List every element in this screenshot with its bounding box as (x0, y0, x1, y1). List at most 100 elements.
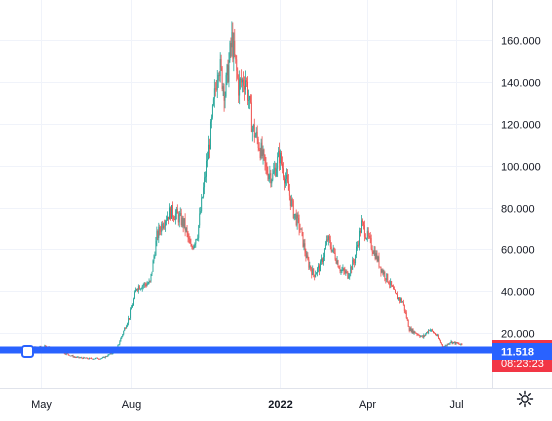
candle-body (350, 266, 352, 275)
candle-body (213, 88, 215, 99)
candle-body (459, 344, 461, 346)
candle-body (142, 285, 144, 287)
candle-body (454, 341, 456, 345)
candle-body (198, 225, 200, 238)
candle-body (243, 79, 245, 86)
candle-body (421, 335, 423, 337)
candle-body (163, 225, 165, 229)
candle-body (126, 326, 128, 329)
candle-body (364, 236, 366, 239)
candle-body (332, 247, 334, 250)
candle-body (373, 250, 375, 254)
candle-body (415, 333, 417, 335)
candle-body (85, 357, 87, 359)
candle-body (409, 328, 411, 331)
candle-body (308, 259, 310, 268)
candle-body (365, 238, 367, 240)
candle-body (231, 32, 233, 48)
candle-body (134, 289, 136, 293)
candle-body (72, 355, 74, 358)
candle-body (358, 244, 359, 246)
candle-body (386, 273, 388, 281)
price-axis[interactable]: 160.000 140.000 120.000 100.000 80.000 60.000… (501, 36, 541, 341)
candle-body (143, 283, 145, 286)
candle-body (366, 230, 368, 239)
candle-body (317, 268, 319, 273)
candle-body (78, 356, 80, 358)
candle-body (197, 237, 199, 240)
candle-body (253, 124, 255, 138)
price-tick-label: 120.000 (501, 120, 541, 132)
candle-body (83, 357, 85, 359)
candle-body (86, 357, 88, 359)
candle-body (418, 334, 420, 336)
candle-body (131, 307, 132, 310)
candle-body (133, 298, 134, 306)
candle-body (395, 289, 396, 294)
candle-body (234, 40, 236, 55)
candle-body (93, 358, 94, 360)
candle-body (261, 142, 263, 157)
candle-body (304, 243, 306, 253)
horizontal-lines[interactable] (0, 345, 492, 358)
candle-body (179, 212, 181, 215)
candle-body (94, 358, 95, 360)
candle-body (355, 254, 357, 264)
candle-body (145, 284, 147, 287)
candle-body (278, 150, 280, 157)
candle-body (111, 353, 113, 355)
candle-body (448, 343, 450, 345)
candle-body (267, 173, 269, 179)
candle-body (458, 343, 460, 345)
candle-body (188, 237, 190, 240)
candle-body (97, 358, 99, 360)
candle-body (218, 75, 220, 77)
candle-body (449, 342, 451, 344)
candle-body (121, 336, 123, 339)
candle-body (102, 356, 104, 358)
candle-body (389, 283, 391, 285)
candle-body (293, 213, 295, 219)
candle-body (212, 98, 214, 106)
line-handle-icon[interactable] (21, 345, 34, 358)
candle-body (434, 332, 435, 334)
candle-body (371, 248, 373, 252)
candle-body (265, 163, 267, 167)
candle-body (73, 356, 75, 358)
candle-body (152, 260, 154, 272)
candle-body (220, 59, 222, 68)
candle-body (322, 258, 323, 263)
candle-body (285, 178, 286, 184)
candle-body (368, 235, 370, 237)
candle-body (144, 283, 146, 285)
settings-gear-icon[interactable] (512, 386, 538, 412)
candle-body (138, 286, 140, 290)
candle-body (241, 78, 243, 83)
candle-body (384, 272, 386, 279)
candle-body (80, 357, 82, 359)
candle-body (433, 331, 434, 333)
candle-body (173, 219, 175, 221)
candle-body (335, 259, 337, 264)
candle-body (202, 197, 204, 198)
candle-body (232, 32, 234, 59)
candle-body (100, 358, 102, 360)
candle-body (65, 353, 67, 355)
candle-body (252, 124, 254, 129)
candle-body (319, 265, 321, 272)
candle-body (151, 271, 153, 275)
candle-body (457, 343, 459, 345)
candle-body (209, 121, 211, 150)
candle-body (412, 329, 414, 334)
candle-body (193, 245, 195, 249)
candle-body (127, 323, 129, 327)
candle-body (354, 262, 356, 264)
time-axis[interactable]: May Aug 2022 Apr Jul (31, 399, 463, 411)
candle-body (103, 356, 105, 358)
candle-body (422, 335, 424, 338)
candle-body (155, 241, 157, 256)
time-tick-label: Aug (122, 399, 142, 411)
candle-body (372, 251, 374, 254)
